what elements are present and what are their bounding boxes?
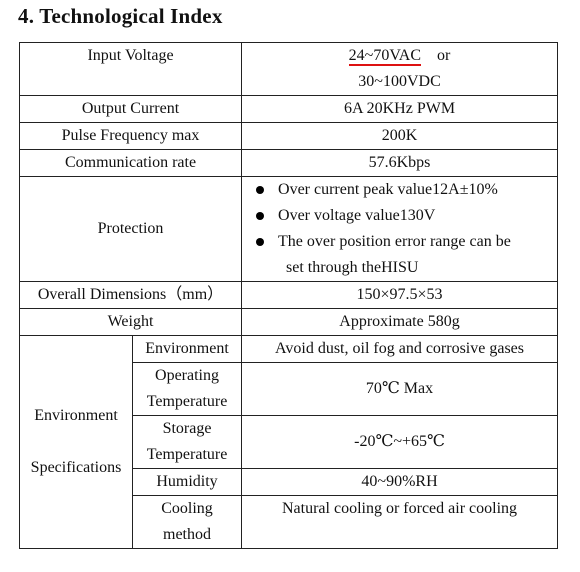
table-row-output-current: Output Current 6A 20KHz PWM	[18, 95, 559, 123]
operating-temperature-value: 70℃ Max	[241, 362, 559, 416]
list-item-continuation: set through theHISU	[286, 259, 419, 276]
table-row-input-voltage: Input Voltage 24~70VAC or 30~100VDC	[18, 42, 559, 96]
list-item: Over voltage value130V	[254, 203, 553, 229]
dimensions-value: 150×97.5×53	[241, 281, 559, 309]
storage-temperature-value: -20℃~+65℃	[241, 415, 559, 469]
bullet-icon	[256, 186, 265, 194]
operating-temperature-label: Operating Temperature	[131, 362, 243, 416]
communication-rate-value: 57.6Kbps	[241, 149, 559, 177]
table-row-dimensions: Overall Dimensions（mm） 150×97.5×53	[18, 281, 559, 309]
list-item: The over position error range can be	[254, 229, 553, 255]
list-item: Over current peak value12A±10%	[254, 177, 553, 203]
spec-table: Input Voltage 24~70VAC or 30~100VDC Outp…	[18, 42, 559, 549]
protection-list: Over current peak value12A±10% Over volt…	[246, 177, 553, 281]
communication-rate-label: Communication rate	[18, 149, 243, 177]
protection-label: Protection	[18, 176, 243, 282]
input-voltage-dc: 30~100VDC	[358, 73, 441, 90]
humidity-value: 40~90%RH	[241, 468, 559, 496]
table-row-cooling: Cooling method Natural cooling or forced…	[20, 495, 559, 549]
pulse-frequency-value: 200K	[241, 122, 559, 150]
table-row-protection: Protection Over current peak value12A±10…	[18, 176, 559, 282]
table-row-humidity: Humidity 40~90%RH	[20, 468, 559, 496]
input-voltage-value: 24~70VAC or 30~100VDC	[241, 42, 559, 96]
output-current-value: 6A 20KHz PWM	[241, 95, 559, 123]
cooling-value: Natural cooling or forced air cooling	[241, 495, 559, 549]
input-voltage-label: Input Voltage	[18, 42, 243, 96]
cooling-label: Cooling method	[131, 495, 243, 549]
weight-label: Weight	[18, 308, 243, 336]
protection-value: Over current peak value12A±10% Over volt…	[241, 176, 559, 282]
bullet-icon	[256, 238, 265, 246]
table-row-pulse-frequency: Pulse Frequency max 200K	[18, 122, 559, 150]
environment-specifications-label: Environment Specifications	[19, 335, 133, 549]
dimensions-label: Overall Dimensions（mm）	[18, 281, 243, 309]
weight-value: Approximate 580g	[241, 308, 559, 336]
env-environment-value: Avoid dust, oil fog and corrosive gases	[241, 335, 559, 363]
input-voltage-or: or	[437, 47, 451, 64]
table-row-storage-temperature: Storage Temperature -20℃~+65℃	[20, 415, 559, 469]
table-row-env-environment: Environment Specifications Environment A…	[19, 335, 559, 549]
storage-temperature-label: Storage Temperature	[131, 415, 243, 469]
pulse-frequency-label: Pulse Frequency max	[18, 122, 243, 150]
env-environment-label: Environment	[131, 335, 243, 363]
output-current-label: Output Current	[18, 95, 243, 123]
table-row-operating-temperature: Operating Temperature 70℃ Max	[20, 362, 559, 416]
humidity-label: Humidity	[131, 468, 243, 496]
bullet-icon	[256, 212, 265, 220]
table-row-weight: Weight Approximate 580g	[18, 308, 559, 336]
page-title: 4. Technological Index	[18, 4, 223, 28]
input-voltage-ac: 24~70VAC	[348, 47, 422, 66]
table-row-communication-rate: Communication rate 57.6Kbps	[18, 149, 559, 177]
